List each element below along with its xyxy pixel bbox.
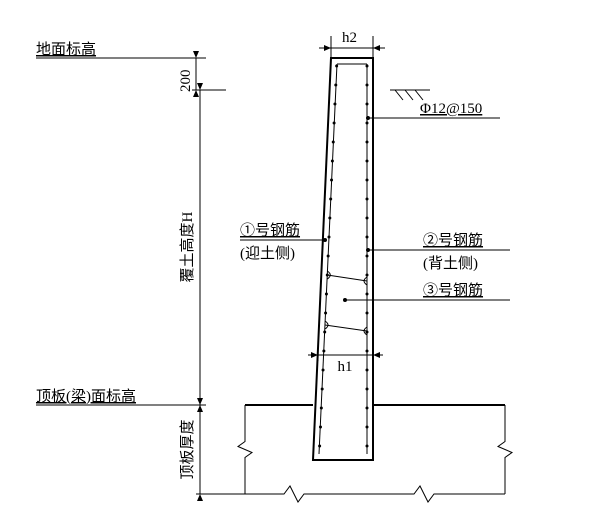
bar2-side-label: (背土侧) <box>423 255 478 272</box>
soil-depth-label: 覆土高度H <box>179 211 196 282</box>
bar2-label: ②号钢筋 <box>423 232 483 249</box>
bar3-label: ③号钢筋 <box>423 282 483 299</box>
bar1-side-label: (迎土侧) <box>240 245 295 262</box>
phi-label: Φ12@150 <box>420 101 482 117</box>
h2-label: h2 <box>342 30 357 46</box>
two-hundred-label: 200 <box>178 70 194 93</box>
slab-thick-label: 顶板厚度 <box>178 419 196 479</box>
bar1-label: ①号钢筋 <box>240 222 300 239</box>
slab-top-label: 顶板(梁)面标高 <box>36 387 136 405</box>
h1-label: h1 <box>338 359 353 375</box>
ground-label: 地面标高 <box>36 41 96 58</box>
